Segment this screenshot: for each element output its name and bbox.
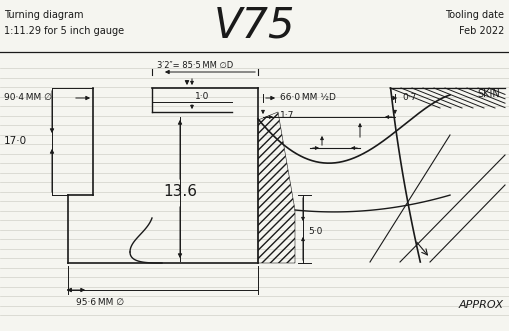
Text: 17·0: 17·0 [4,136,27,146]
Text: Feb 2022: Feb 2022 [459,26,504,36]
Text: 13.6: 13.6 [163,184,197,200]
Text: V75: V75 [214,5,296,47]
Text: APPROX: APPROX [459,300,504,310]
Text: 90·4 MM ∅: 90·4 MM ∅ [4,93,52,103]
Text: 3′2″= 85·5 MM ∅D: 3′2″= 85·5 MM ∅D [157,61,233,70]
Text: 95·6 MM ∅: 95·6 MM ∅ [76,298,124,307]
Text: Tooling date: Tooling date [445,10,504,20]
Text: 1·7: 1·7 [280,111,294,120]
Text: 1·0: 1·0 [195,92,209,101]
Text: 1:11.29 for 5 inch gauge: 1:11.29 for 5 inch gauge [4,26,124,36]
Text: 0·7: 0·7 [402,93,416,103]
Text: Turning diagram: Turning diagram [4,10,83,20]
Text: 5·0: 5·0 [308,226,322,235]
Text: 66·0 MM ½D: 66·0 MM ½D [280,93,336,103]
Text: SKIN: SKIN [477,89,500,99]
